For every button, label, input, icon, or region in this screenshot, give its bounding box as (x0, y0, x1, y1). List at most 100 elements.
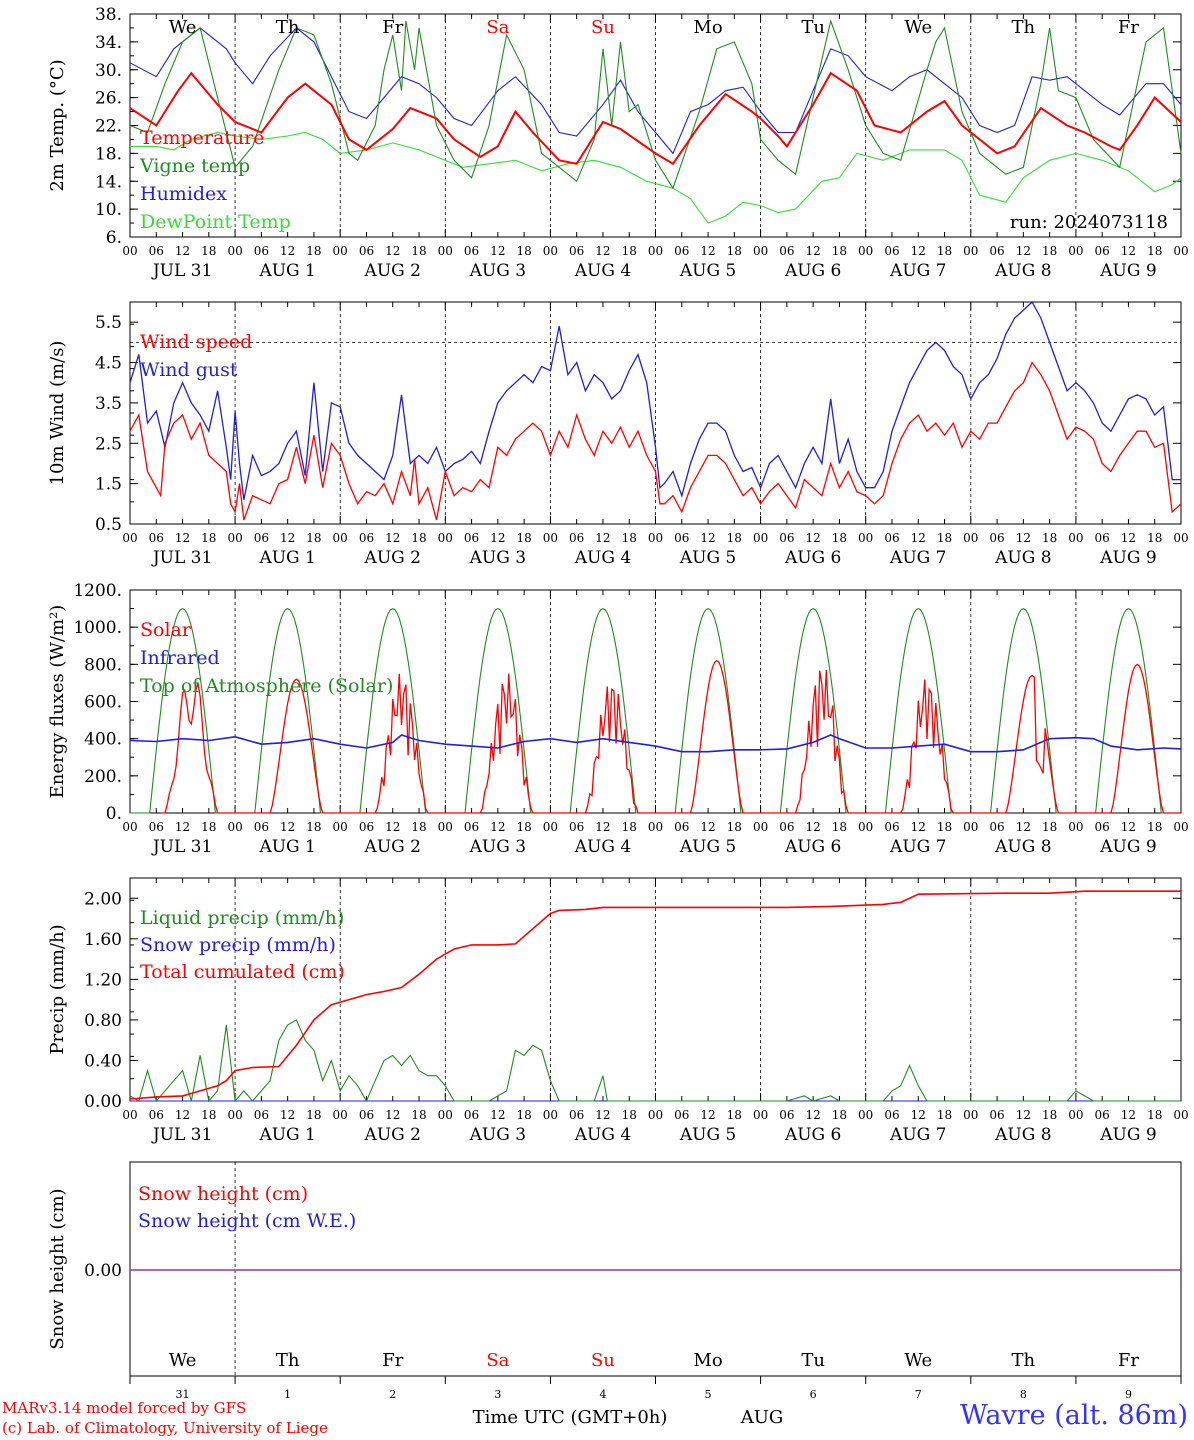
panel-1-hour-label: 06 (569, 244, 584, 258)
panel-3-y-tick-label: 1000. (73, 618, 122, 638)
panel-1-hour-label: 12 (911, 244, 926, 258)
panel-2-date-label: AUG 2 (364, 548, 421, 568)
panel-4-date-label: AUG 9 (1099, 1125, 1156, 1145)
panel-2-hour-label: 18 (832, 531, 847, 545)
panel-2-hour-label: 06 (254, 531, 269, 545)
panel-2-hour-label: 12 (385, 531, 400, 545)
panel-1-hour-label: 12 (806, 244, 821, 258)
panel-3-y-axis-title: Energy fluxes (W/m²) (47, 605, 68, 799)
panel-1-y-tick-label: 26. (95, 89, 122, 109)
panel-3-y-tick-label: 1200. (73, 581, 122, 601)
panel-2-hour-label: 00 (858, 531, 873, 545)
panel-3-hour-label: 06 (674, 820, 689, 834)
panel-3-hour-label: 18 (1042, 820, 1057, 834)
panel-3-date-label: AUG 6 (784, 837, 841, 857)
panel-1-hour-label: 06 (149, 244, 164, 258)
panel-2-date-label: AUG 9 (1099, 548, 1156, 568)
panel-3-date-label: AUG 5 (679, 837, 736, 857)
panel-3-hour-label: 12 (280, 820, 295, 834)
panel-1-hour-label: 06 (1095, 244, 1110, 258)
panel-4-hour-label: 06 (779, 1108, 794, 1122)
panel-2-y-tick-label: 2.5 (95, 434, 122, 454)
panel-1-hour-label: 18 (411, 244, 426, 258)
panel-1-date-label: AUG 9 (1099, 261, 1156, 281)
panel-1-hour-label: 06 (779, 244, 794, 258)
panel-4-date-label: AUG 2 (364, 1125, 421, 1145)
panel-2-hour-label: 12 (911, 531, 926, 545)
panel-2-hour-label: 00 (963, 531, 978, 545)
panel-1-hour-label: 06 (464, 244, 479, 258)
panel-4-hour-label: 18 (516, 1108, 531, 1122)
panel-2-date-label: AUG 5 (679, 548, 736, 568)
panel-1-hour-label: 18 (201, 244, 216, 258)
panel-4-hour-label: 00 (858, 1108, 873, 1122)
panel-2-hour-label: 06 (989, 531, 1004, 545)
series-vigne-temp-line (129, 19, 1182, 190)
panel-1-y-tick-label: 34. (95, 33, 122, 53)
panel-4-hour-label: 12 (280, 1108, 295, 1122)
legend-snow-precip-mm-h-: Snow precip (mm/h) (140, 934, 336, 956)
panel-4-hour-label: 18 (1042, 1108, 1057, 1122)
panel-3-hour-label: 18 (727, 820, 742, 834)
panel-3-hour-label: 06 (359, 820, 374, 834)
panel-4-y-tick-label: 1.60 (84, 930, 122, 950)
panel-4-hour-label: 18 (201, 1108, 216, 1122)
panel-2-date-label: AUG 3 (469, 548, 526, 568)
panel-4-y-axis-title: Precip (mm/h) (47, 924, 68, 1054)
panel-4-hour-label: 12 (911, 1108, 926, 1122)
weekday-label: Sa (486, 17, 509, 38)
bottom-month-label: AUG (740, 1407, 784, 1428)
panel-3-hour-label: 06 (254, 820, 269, 834)
panel-1-date-label: AUG 2 (364, 261, 421, 281)
panel-3-hour-label: 18 (411, 820, 426, 834)
panel-2-y-tick-label: 3.5 (95, 394, 122, 414)
panel-2-hour-label: 12 (1121, 531, 1136, 545)
panel-1-y-tick-label: 18. (95, 144, 122, 164)
panel-1-y-tick-label: 10. (95, 200, 122, 220)
panel-4-hour-label: 12 (595, 1108, 610, 1122)
panel-2-hour-label: 00 (1173, 531, 1188, 545)
series-infrared-line (129, 734, 1182, 753)
bottom-day-number: 1 (284, 1388, 291, 1401)
panel-3-hour-label: 06 (884, 820, 899, 834)
panel-4-date-label: AUG 6 (784, 1125, 841, 1145)
panel-4-y-tick-label: 0.80 (84, 1011, 122, 1031)
bottom-day-number: 4 (599, 1388, 606, 1401)
panel-3-y-tick-label: 400. (84, 730, 122, 750)
panel-1-hour-label: 12 (490, 244, 505, 258)
panel-1-hour-label: 00 (122, 244, 137, 258)
panel-1-hour-label: 06 (884, 244, 899, 258)
panel-2-hour-label: 18 (727, 531, 742, 545)
panel-2-y-tick-label: 0.5 (95, 515, 122, 535)
legend-wind-speed: Wind speed (140, 331, 252, 353)
panel-2-date-label: AUG 8 (994, 548, 1051, 568)
panel-1-hour-label: 12 (595, 244, 610, 258)
legend-dewpoint-temp: DewPoint Temp (140, 211, 291, 233)
panel-2-hour-label: 18 (622, 531, 637, 545)
bottom-day-number: 2 (389, 1388, 396, 1401)
bottom-weekday-label: Sa (486, 1350, 509, 1371)
panel-2-hour-label: 12 (175, 531, 190, 545)
panel-1-hour-label: 18 (832, 244, 847, 258)
panel-1-date-label: AUG 4 (574, 261, 631, 281)
panel-3-hour-label: 06 (569, 820, 584, 834)
bottom-weekday-label: We (169, 1350, 197, 1371)
panel-4-hour-label: 00 (333, 1108, 348, 1122)
panel-2-hour-label: 12 (700, 531, 715, 545)
panel-1-hour-label: 00 (963, 244, 978, 258)
panel-2-hour-label: 00 (543, 531, 558, 545)
panel-4-hour-label: 12 (700, 1108, 715, 1122)
panel-1-hour-label: 00 (858, 244, 873, 258)
panel-3-date-label: AUG 3 (469, 837, 526, 857)
panel-4-y-tick-label: 0.40 (84, 1051, 122, 1071)
panel-2-hour-label: 06 (884, 531, 899, 545)
credit-line-model: MARv3.14 model forced by GFS (2, 1399, 247, 1417)
panel-3-hour-label: 12 (806, 820, 821, 834)
series-wind-speed-line (129, 361, 1182, 521)
panel-3-hour-label: 00 (963, 820, 978, 834)
panel-3-hour-label: 12 (175, 820, 190, 834)
panel-3-date-label: JUL 31 (151, 837, 212, 857)
panel-2-y-tick-label: 5.5 (95, 313, 122, 333)
panel-3-hour-label: 00 (648, 820, 663, 834)
